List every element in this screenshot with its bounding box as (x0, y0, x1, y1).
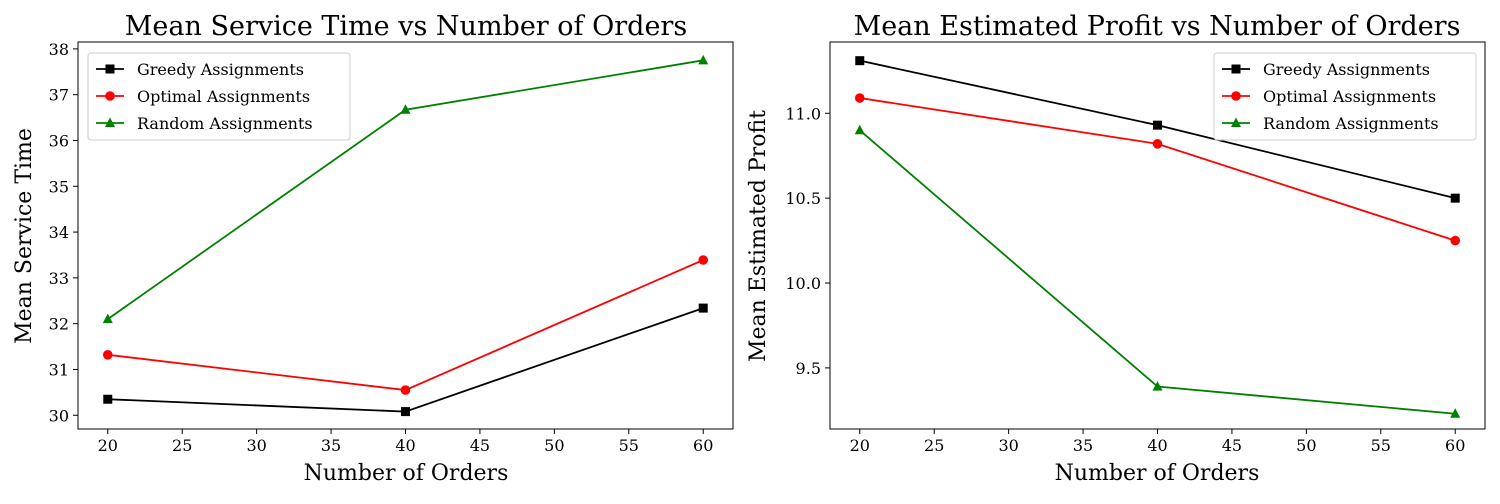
y-tick-label: 30 (49, 406, 69, 425)
y-tick-label: 11.0 (785, 104, 821, 123)
legend-marker (105, 117, 115, 127)
legend: Greedy Assignments Optimal Assignments Ran… (1213, 52, 1477, 141)
data-point (1152, 139, 1163, 149)
x-tick-label: 35 (1073, 436, 1093, 455)
x-tick-label: 20 (850, 436, 870, 455)
legend-label: Random Assignments (137, 114, 313, 133)
x-axis-label: Number of Orders (304, 461, 509, 486)
legend-label: Greedy Assignments (137, 60, 304, 79)
data-point (698, 303, 708, 313)
data-point (855, 56, 865, 66)
data-point (400, 385, 411, 395)
x-tick-label: 40 (1147, 436, 1167, 455)
legend-label: Random Assignments (1263, 114, 1439, 133)
legend-marker (105, 64, 115, 74)
plot-area: 20 25 30 35 40 45 50 55 60 9.5 10.0 10.5 11.0 Greedy … (785, 41, 1486, 455)
series-line-triangle (859, 129, 1456, 415)
service-time-chart: Mean Service Time vs Number of Orders Nu… (12, 11, 734, 486)
x-tick-label: 20 (98, 436, 118, 455)
data-point (102, 313, 113, 324)
x-tick-label: 30 (998, 436, 1018, 455)
legend: Greedy Assignments Optimal Assignments Ran… (87, 52, 351, 141)
y-axis-label: Mean Service Time (12, 128, 37, 344)
x-tick-label: 60 (1445, 436, 1465, 455)
plot-area: 20 25 30 35 40 45 50 55 60 30 31 32 33 34 35 36 37 38 Gree… (49, 40, 734, 455)
y-tick-label: 10.5 (785, 189, 821, 208)
legend-marker (1231, 64, 1241, 74)
data-point (103, 394, 113, 404)
data-point (698, 54, 709, 65)
x-tick-label: 25 (924, 436, 944, 455)
data-point (854, 124, 865, 135)
y-tick-label: 34 (49, 223, 69, 242)
legend-box (1213, 52, 1477, 141)
x-tick-label: 45 (1222, 436, 1242, 455)
data-point (1450, 193, 1460, 203)
chart-title: Mean Estimated Profit vs Number of Order… (854, 11, 1461, 42)
x-tick-label: 35 (321, 436, 341, 455)
data-point (1450, 235, 1461, 246)
data-point (1153, 120, 1162, 130)
series-line-square (107, 307, 704, 413)
x-tick-label: 25 (172, 436, 192, 455)
axes-frame (77, 41, 734, 430)
x-tick-label: 55 (1371, 436, 1391, 455)
data-point (401, 407, 410, 417)
x-tick-label: 50 (544, 436, 564, 455)
data-point (698, 255, 709, 265)
y-tick-label: 37 (49, 86, 69, 105)
y-axis-label: Mean Estimated Profit (746, 110, 771, 362)
data-point (1450, 408, 1461, 418)
data-point (1152, 381, 1163, 391)
x-tick-label: 40 (395, 436, 415, 455)
legend-marker (1231, 117, 1241, 127)
series-line-circle (107, 259, 704, 391)
x-tick-label: 60 (693, 436, 713, 455)
y-tick-label: 35 (49, 177, 69, 196)
x-tick-label: 50 (1296, 436, 1316, 455)
y-tick-label: 33 (49, 269, 69, 288)
data-point (854, 93, 865, 103)
legend-box (87, 52, 351, 141)
legend-label: Greedy Assignments (1263, 60, 1430, 79)
y-tick-label: 10.0 (785, 274, 821, 293)
axes-frame (829, 41, 1486, 430)
y-tick-label: 32 (49, 315, 69, 334)
x-tick-label: 30 (246, 436, 266, 455)
data-point (400, 104, 411, 114)
x-axis-label: Number of Orders (1055, 461, 1260, 486)
y-tick-label: 38 (49, 40, 69, 59)
legend-marker (1231, 91, 1241, 101)
legend-marker (105, 91, 115, 101)
y-tick-label: 31 (49, 360, 69, 379)
legend-label: Optimal Assignments (137, 87, 310, 106)
estimated-profit-chart: Mean Estimated Profit vs Number of Order… (746, 11, 1486, 486)
legend-label: Optimal Assignments (1263, 87, 1436, 106)
y-tick-label: 36 (49, 131, 69, 150)
data-point (102, 350, 113, 360)
x-tick-label: 55 (619, 436, 639, 455)
y-tick-label: 9.5 (796, 359, 821, 378)
x-tick-label: 45 (470, 436, 490, 455)
chart-title: Mean Service Time vs Number of Orders (125, 11, 687, 42)
